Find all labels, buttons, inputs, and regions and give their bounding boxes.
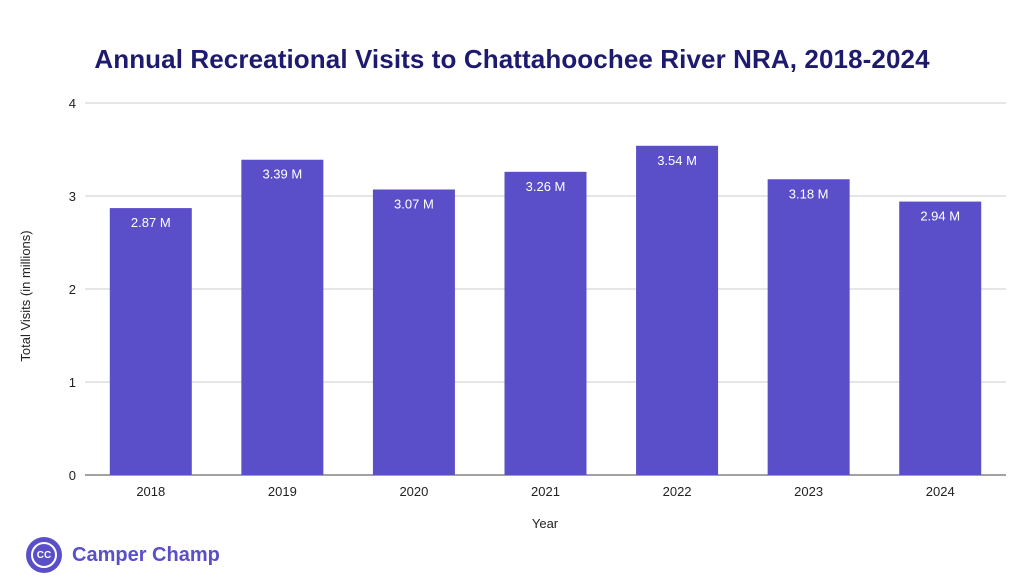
data-label: 3.26 M xyxy=(526,179,566,194)
data-label: 3.07 M xyxy=(394,196,434,211)
bar-2018 xyxy=(109,208,192,475)
bar-2020 xyxy=(372,189,455,476)
brand-name: Camper Champ xyxy=(72,543,220,566)
x-tick-label: 2024 xyxy=(926,484,955,499)
brand: CC Camper Champ xyxy=(26,536,220,574)
y-tick-label: 2 xyxy=(69,282,76,297)
data-label: 2.87 M xyxy=(131,215,171,230)
bar-2019 xyxy=(241,159,324,476)
y-tick-label: 4 xyxy=(69,96,76,111)
bar-2021 xyxy=(504,171,587,475)
y-axis-label: Total Visits (in millions) xyxy=(18,230,33,361)
y-tick-labels: 0 1 2 3 4 xyxy=(69,96,76,483)
x-tick-label: 2019 xyxy=(268,484,297,499)
x-tick-label: 2023 xyxy=(794,484,823,499)
data-label: 3.18 M xyxy=(789,186,829,201)
x-tick-label: 2021 xyxy=(531,484,560,499)
bar-2022 xyxy=(636,145,719,475)
y-tick-label: 0 xyxy=(69,468,76,483)
bar-2024 xyxy=(899,201,982,475)
x-tick-label: 2018 xyxy=(136,484,165,499)
data-label: 3.54 M xyxy=(657,153,697,168)
brand-logo-text: CC xyxy=(31,542,57,568)
x-axis-label: Year xyxy=(532,516,559,531)
chart-title: Annual Recreational Visits to Chattahooc… xyxy=(94,44,930,74)
data-labels: 2.87 M 3.39 M 3.07 M 3.26 M 3.54 M 3.18 M 2.94… xyxy=(131,153,960,230)
bars xyxy=(109,145,982,476)
camper-champ-logo-icon: CC xyxy=(26,537,62,573)
y-tick-label: 1 xyxy=(69,375,76,390)
x-tick-labels: 2018 2019 2020 2021 2022 2023 2024 xyxy=(136,484,954,499)
data-label: 2.94 M xyxy=(920,209,960,224)
y-tick-label: 3 xyxy=(69,189,76,204)
x-tick-label: 2020 xyxy=(399,484,428,499)
data-label: 3.39 M xyxy=(262,167,302,182)
bar-2023 xyxy=(767,179,850,475)
x-tick-label: 2022 xyxy=(663,484,692,499)
